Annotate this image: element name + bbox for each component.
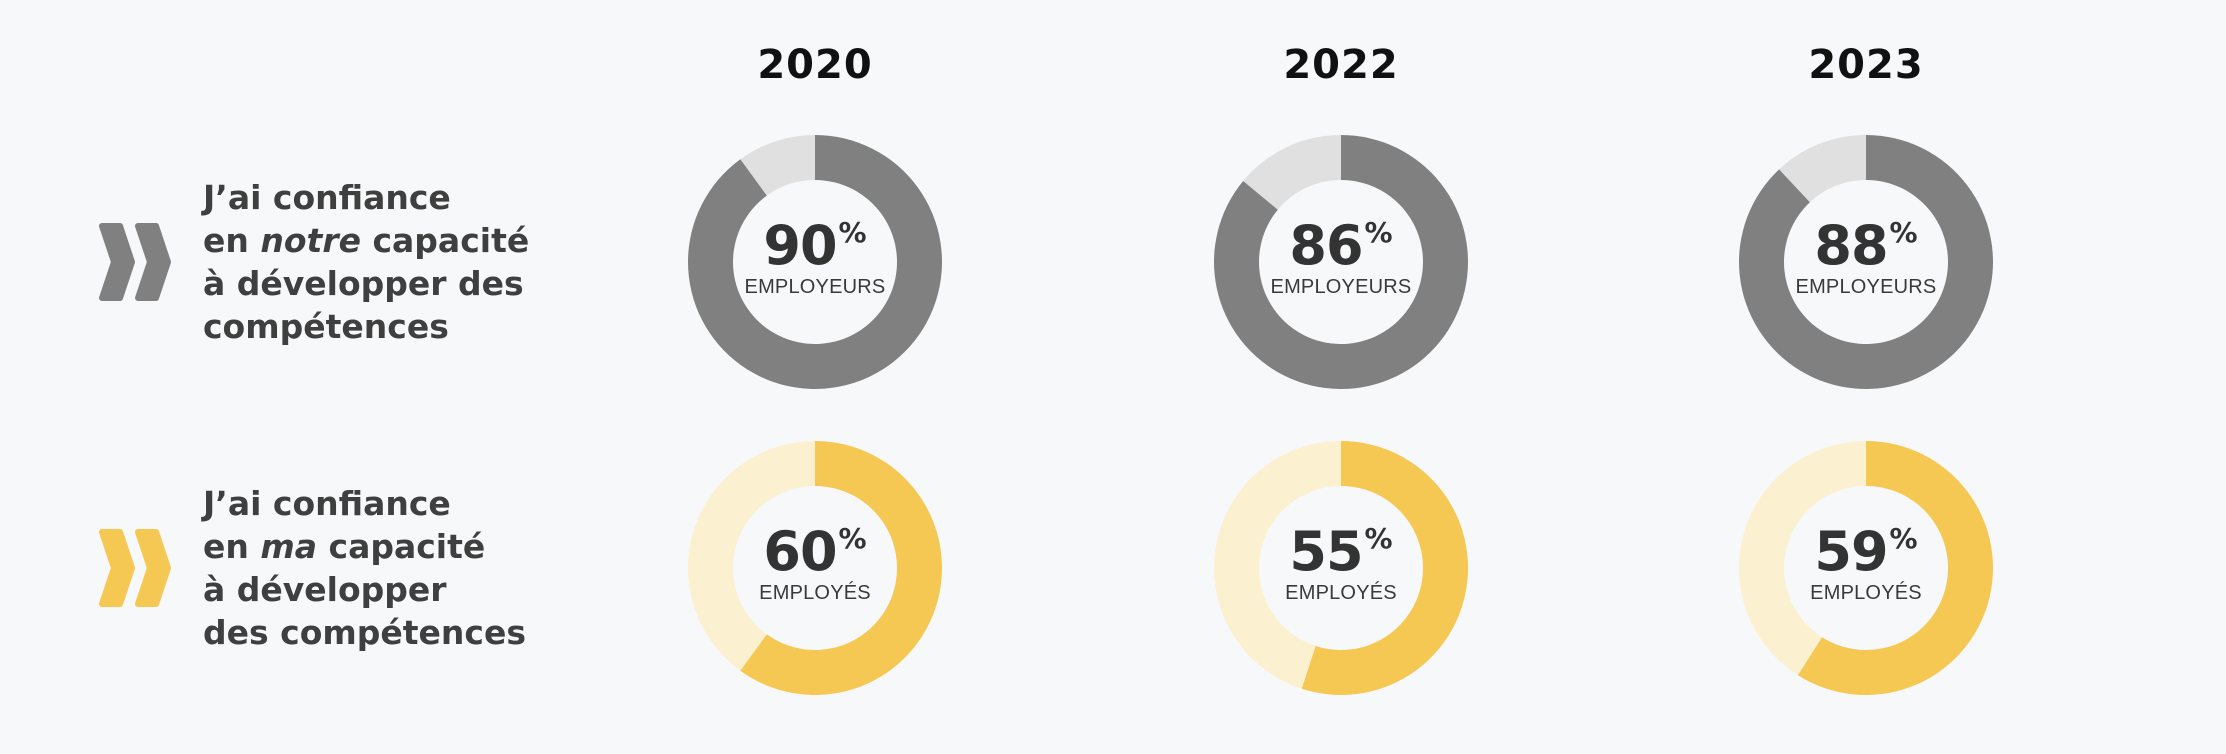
data-label-value: 59% xyxy=(1766,524,1966,580)
donut-employés-2023 xyxy=(1737,439,1995,697)
data-label-value: 55% xyxy=(1241,524,1441,580)
donut-center-label: 59% EMPLOYÉS xyxy=(1766,524,1966,605)
row-label-line: à développer des xyxy=(203,262,529,305)
row-label-line: J’ai confiance xyxy=(203,482,526,525)
donut-employeurs-2020 xyxy=(686,133,944,391)
year-header-2020: 2020 xyxy=(757,42,873,88)
value-unit: % xyxy=(1364,216,1393,249)
row-label-text: J’ai confiance xyxy=(203,484,451,523)
data-label-group: EMPLOYÉS xyxy=(759,582,871,604)
data-label-group: EMPLOYÉS xyxy=(1285,582,1397,604)
data-label-value: 88% xyxy=(1766,218,1966,274)
value-unit: % xyxy=(838,216,867,249)
donut-employés-2020 xyxy=(686,439,944,697)
row-label-line: en ma capacité xyxy=(203,525,526,568)
value-number: 90 xyxy=(763,214,837,277)
value-unit: % xyxy=(1364,522,1393,555)
row-label-text: des compétences xyxy=(203,613,526,652)
row-label-text: à développer xyxy=(203,570,447,609)
donut-track-segment xyxy=(1214,441,1341,689)
donut-center-label: 88% EMPLOYEURS xyxy=(1766,218,1966,299)
year-header-2023: 2023 xyxy=(1808,42,1924,88)
value-unit: % xyxy=(838,522,867,555)
row-label-text: en xyxy=(203,221,261,260)
data-label-group: EMPLOYÉS xyxy=(1810,582,1922,604)
double-chevron-right-icon xyxy=(92,222,172,307)
row-label-emphasis: notre xyxy=(260,221,361,260)
value-number: 86 xyxy=(1289,214,1363,277)
donut-employés-2022 xyxy=(1212,439,1470,697)
data-label-group: EMPLOYEURS xyxy=(1270,276,1412,298)
row-label-emphasis: ma xyxy=(260,527,318,566)
donut-value-segment xyxy=(1797,441,1993,695)
row-label-line: compétences xyxy=(203,305,529,348)
donut-track-segment xyxy=(1739,441,1866,676)
donut-center-label: 60% EMPLOYÉS xyxy=(715,524,915,605)
value-number: 55 xyxy=(1289,520,1363,583)
donut-value-segment xyxy=(688,135,942,389)
donut-employeurs-2022 xyxy=(1212,133,1470,391)
row-label-text: en xyxy=(203,527,261,566)
data-label-group: EMPLOYEURS xyxy=(744,276,886,298)
donut-value-segment xyxy=(1214,135,1468,389)
row-label-line: en notre capacité xyxy=(203,219,529,262)
donut-value-segment xyxy=(1301,441,1468,695)
donut-center-label: 55% EMPLOYÉS xyxy=(1241,524,1441,605)
data-label-group: EMPLOYEURS xyxy=(1795,276,1937,298)
row-label-line: à développer xyxy=(203,568,526,611)
row-label-employeurs: J’ai confiance en notre capacité à dévelop… xyxy=(203,176,529,348)
donut-center-label: 90% EMPLOYEURS xyxy=(715,218,915,299)
donut-center-label: 86% EMPLOYEURS xyxy=(1241,218,1441,299)
donut-employeurs-2023 xyxy=(1737,133,1995,391)
row-label-text: J’ai confiance xyxy=(203,178,451,217)
data-label-value: 86% xyxy=(1241,218,1441,274)
donut-value-segment xyxy=(1739,135,1993,389)
donut-track-segment xyxy=(1779,135,1866,203)
row-label-text: capacité xyxy=(360,221,530,260)
donut-value-segment xyxy=(740,441,942,695)
donut-track-segment xyxy=(1243,135,1341,210)
row-label-text: capacité xyxy=(317,527,486,566)
data-label-value: 90% xyxy=(715,218,915,274)
double-chevron-right-icon xyxy=(92,528,172,613)
data-label-value: 60% xyxy=(715,524,915,580)
row-label-employés: J’ai confiance en ma capacité à développer… xyxy=(203,482,526,654)
row-label-line: J’ai confiance xyxy=(203,176,529,219)
row-label-line: des compétences xyxy=(203,611,526,654)
donut-track-segment xyxy=(740,135,815,196)
value-number: 60 xyxy=(763,520,837,583)
row-label-text: à développer des xyxy=(203,264,524,303)
donut-track-segment xyxy=(688,441,815,671)
year-header-2022: 2022 xyxy=(1283,42,1399,88)
value-unit: % xyxy=(1889,522,1918,555)
row-label-text: compétences xyxy=(203,307,449,346)
value-number: 88 xyxy=(1814,214,1888,277)
value-number: 59 xyxy=(1814,520,1888,583)
value-unit: % xyxy=(1889,216,1918,249)
